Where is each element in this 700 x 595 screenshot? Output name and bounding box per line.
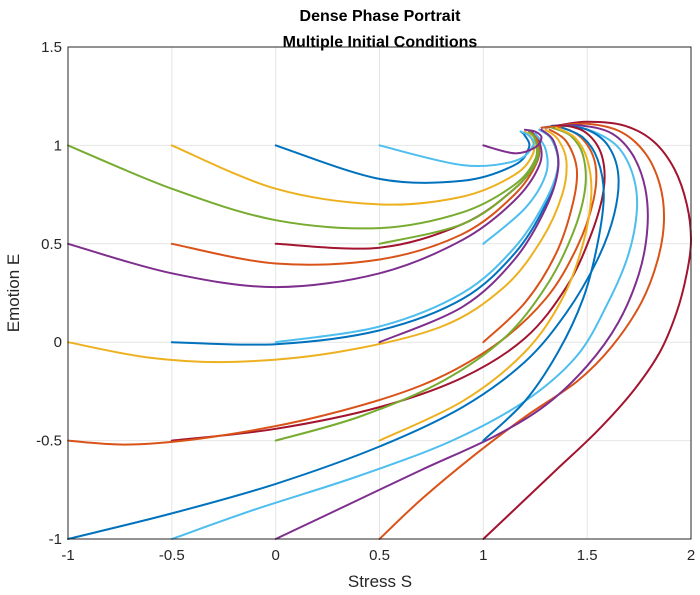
x-tick-label: 0.5 (369, 547, 390, 564)
trajectory-line-19 (378, 130, 540, 245)
trajectory-line-9 (378, 126, 593, 442)
grid (67, 46, 692, 540)
trajectory-line-2 (378, 122, 666, 540)
trajectory-line-3 (274, 124, 649, 540)
trajectory-line-25 (482, 128, 543, 155)
x-axis-label: Stress S (348, 572, 412, 591)
trajectory-line-16 (67, 130, 543, 289)
y-tick-label: 1 (54, 137, 62, 154)
y-tick-label: -1 (49, 531, 62, 548)
trajectory-line-23 (274, 130, 531, 184)
y-tick-label: 0 (54, 334, 62, 351)
x-tick-label: 0 (271, 547, 279, 564)
trajectory-line-4 (170, 124, 639, 540)
y-tick-labels: -1 -0.5 0 0.5 1 1.5 (36, 39, 62, 548)
trajectory-line-10 (482, 126, 605, 442)
y-tick-label: 0.5 (41, 236, 62, 253)
trajectory-line-14 (378, 128, 560, 344)
trajectory-line-6 (170, 124, 606, 442)
trajectory-line-1 (482, 120, 692, 540)
y-axis-label: Emotion E (4, 254, 23, 332)
chart-title: Dense Phase Portrait (300, 8, 462, 25)
trajectory-line-11 (67, 128, 568, 364)
trajectory-line-5 (67, 124, 620, 540)
x-tick-label: -1 (61, 547, 74, 564)
y-tick-label: -0.5 (36, 433, 62, 450)
trajectory-line-21 (67, 130, 539, 230)
x-tick-label: 1.5 (577, 547, 598, 564)
trajectory-line-17 (170, 130, 541, 266)
trajectory-line-7 (67, 125, 598, 446)
trajectory-line-20 (482, 132, 549, 245)
y-tick-label: 1.5 (41, 39, 62, 56)
x-tick-label: 2 (687, 547, 695, 564)
x-tick-label: -0.5 (159, 547, 185, 564)
x-tick-labels: -1 -0.5 0 0.5 1 1.5 2 (61, 547, 695, 564)
chart-subtitle: Multiple Initial Conditions (283, 34, 478, 51)
trajectory-line-15 (482, 128, 579, 344)
trajectory-line-24 (378, 130, 535, 168)
trajectories (67, 120, 692, 540)
plot-frame (67, 46, 692, 540)
x-tick-label: 1 (479, 547, 487, 564)
trajectory-line-12 (170, 128, 560, 346)
trajectory-line-8 (274, 126, 587, 442)
trajectory-line-22 (170, 130, 536, 206)
